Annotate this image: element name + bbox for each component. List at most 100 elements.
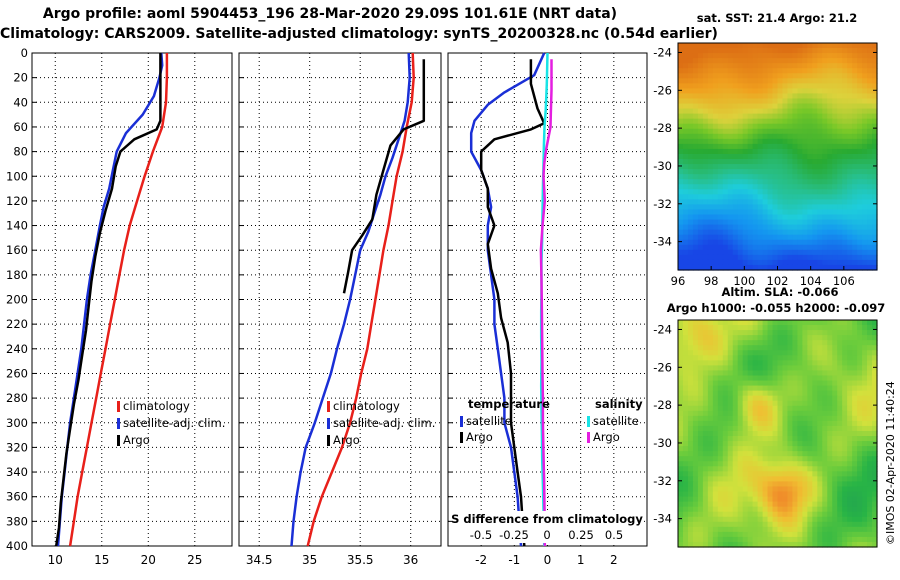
map-cell [762,148,769,155]
map-cell [727,73,734,79]
map-cell [722,471,729,477]
map-cell [707,425,714,432]
map-cell [717,385,724,392]
map-cell [867,169,873,175]
map-cell [862,501,868,508]
map-cell [792,481,798,488]
map-cell [777,436,784,442]
map-cell [797,496,803,503]
map-cell [847,385,853,392]
map-cell [747,234,754,241]
map-cell [682,521,689,528]
map-cell [832,219,838,226]
map-cell [817,254,823,261]
map-cell [717,466,724,472]
map-cell [707,143,714,150]
map-cell [737,400,744,407]
map-cell [797,264,803,271]
map-cell [822,204,828,211]
map-cell [767,113,774,120]
map-cell [872,350,878,356]
map-cell [777,123,784,130]
map-cell [752,159,759,165]
map-cell [872,340,878,346]
map-cell [857,441,863,447]
map-cell [767,436,774,442]
map-cell [817,395,823,402]
map-cell [732,214,739,221]
map-cell [747,204,754,211]
map-cell [872,229,878,236]
map-cell [717,259,724,266]
map-cell [722,254,729,261]
map-cell [852,395,858,402]
map-cell [732,531,739,538]
map-cell [687,486,694,493]
map-cell [717,224,724,231]
map-cell [687,375,694,382]
map-cell [717,330,724,336]
map-cell [742,254,749,261]
map-cell [867,239,873,246]
map-cell [782,249,789,256]
map-cell [872,83,878,89]
map-cell [872,98,878,105]
map-cell [832,123,838,130]
map-cell [687,491,694,498]
map-cell [817,224,823,231]
map-cell [837,83,843,89]
map-cell [867,53,873,59]
map-cell [762,410,769,417]
map-cell [737,73,744,79]
map-cell [852,103,858,110]
map-cell [787,143,794,150]
map-cell [817,259,823,266]
map-cell [822,385,828,392]
map-cell [852,98,858,105]
map-cell [752,496,759,503]
map-cell [862,179,868,185]
map-cell [767,103,774,110]
map-cell [867,466,873,472]
map-cell [872,365,878,372]
map-cell [678,133,684,140]
legend-swatch [460,416,463,427]
map-cell [727,133,734,140]
map-cell [792,143,798,150]
map-cell [697,113,704,120]
map-cell [732,234,739,241]
map-cell [782,430,789,437]
map-cell [832,234,838,241]
map-cell [827,169,833,175]
map-cell [787,249,794,256]
map-cell [682,320,689,326]
map-cell [837,476,843,483]
map-cell [697,420,704,427]
map-cell [802,340,808,346]
map-cell [837,345,843,351]
map-cell [687,78,694,84]
map-cell [847,380,853,387]
map-cell [747,164,754,170]
map-cell [852,481,858,488]
map-cell [737,476,744,483]
map-cell [762,224,769,231]
map-cell [842,390,848,397]
map-cell [757,164,764,170]
map-cell [852,360,858,366]
map-cell [862,385,868,392]
map-cell [742,390,749,397]
series-line [342,59,426,294]
map-cell [852,370,858,377]
map-cell [762,194,769,200]
map-cell [867,244,873,251]
map-cell [827,63,833,69]
map-cell [697,234,704,241]
map-cell [827,43,833,49]
map-cell [807,380,813,387]
map-cell [752,224,759,231]
map-cell [727,169,734,175]
map-cell [832,73,838,79]
map-cell [707,159,714,165]
map-cell [682,143,689,150]
